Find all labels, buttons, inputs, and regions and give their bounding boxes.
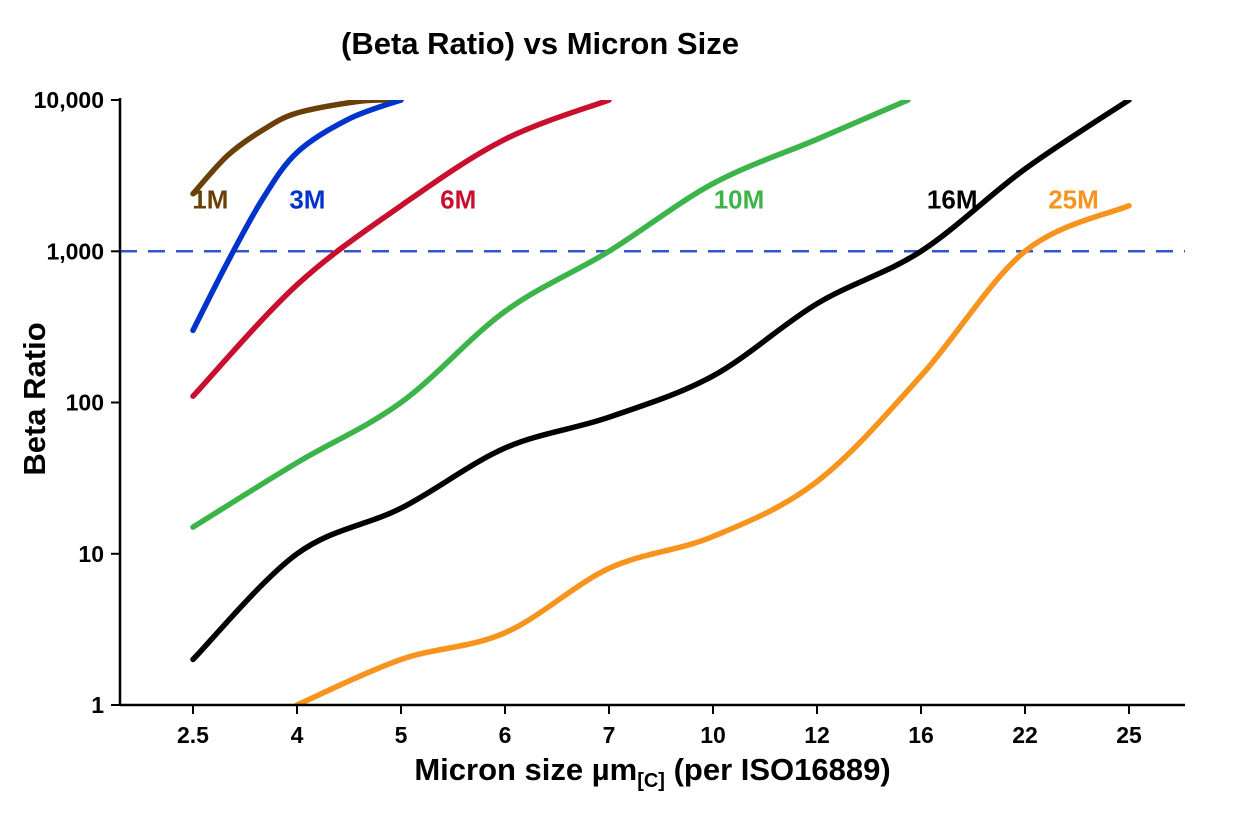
series-label-16M: 16M <box>927 185 978 215</box>
x-tick-label: 5 <box>395 722 408 748</box>
x-tick-label: 12 <box>804 722 830 748</box>
y-tick-label: 10,000 <box>34 87 104 113</box>
x-axis-title-suffix: (per ISO16889) <box>664 752 891 787</box>
x-tick-label: 10 <box>700 722 726 748</box>
x-tick-label: 16 <box>908 722 934 748</box>
x-tick-label: 7 <box>603 722 616 748</box>
x-tick-label: 22 <box>1012 722 1038 748</box>
series-label-1M: 1M <box>192 185 228 215</box>
series-label-10M: 10M <box>714 185 765 215</box>
y-tick-label: 10 <box>78 541 104 567</box>
page-title: (Beta Ratio) vs Micron Size <box>341 26 739 61</box>
series-line-25M <box>294 202 1132 705</box>
series-label-6M: 6M <box>440 185 476 215</box>
series-line-6M <box>190 100 612 399</box>
x-axis-title-subscript: [C] <box>637 770 665 792</box>
y-tick-label: 100 <box>66 390 104 416</box>
x-axis-title: Micron size µm[C] (per ISO16889) <box>120 752 1185 793</box>
y-tick-label: 1,000 <box>46 238 104 264</box>
x-tick-label: 2.5 <box>177 722 209 748</box>
series-line-3M <box>190 100 404 334</box>
series-line-10M <box>190 100 911 530</box>
series-label-25M: 25M <box>1048 185 1099 215</box>
y-tick-label: 1 <box>91 692 104 718</box>
x-tick-label: 6 <box>499 722 512 748</box>
series-line-16M <box>190 100 1132 663</box>
x-axis-title-main: Micron size µm <box>414 752 638 787</box>
x-tick-label: 4 <box>291 722 304 748</box>
series-line-1M <box>190 100 404 197</box>
y-axis-title: Beta Ratio <box>17 322 52 476</box>
series-label-3M: 3M <box>289 185 325 215</box>
x-tick-label: 25 <box>1116 722 1142 748</box>
